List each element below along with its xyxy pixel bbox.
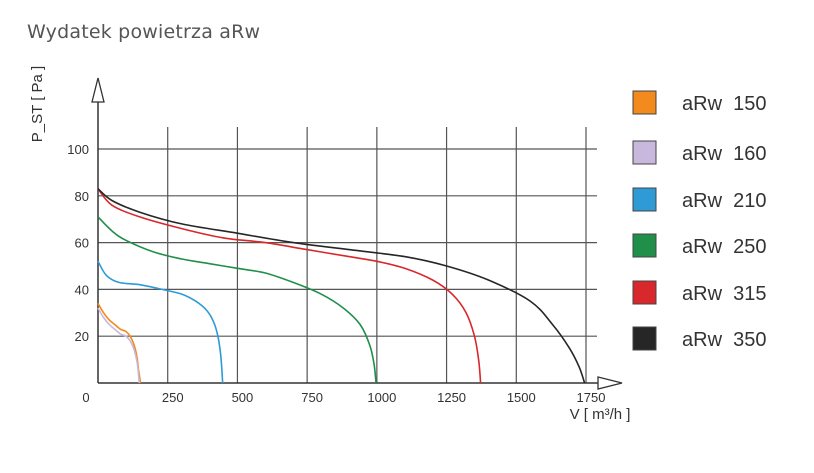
series-lines bbox=[97, 188, 586, 384]
legend-label-4: aRw 315 bbox=[682, 283, 767, 305]
x-tick-label: 250 bbox=[162, 390, 184, 405]
series-line-2 bbox=[97, 260, 224, 384]
series-line-4 bbox=[97, 188, 482, 384]
x-tick-label: 1500 bbox=[507, 390, 536, 405]
legend-swatch-2 bbox=[632, 187, 657, 212]
series-line-1 bbox=[97, 307, 141, 384]
y-axis-label: P_ST [ Pa ] bbox=[29, 66, 46, 142]
x-tick-label: 750 bbox=[301, 390, 323, 405]
series-line-3 bbox=[97, 216, 377, 384]
x-tick-label: 1750 bbox=[577, 390, 606, 405]
x-axis-arrow bbox=[597, 376, 623, 390]
y-tick-label: 100 bbox=[67, 142, 89, 157]
y-tick-label: 20 bbox=[75, 329, 89, 344]
grid bbox=[98, 127, 597, 383]
y-axis-arrow bbox=[91, 77, 105, 103]
y-tick-label: 40 bbox=[75, 282, 89, 297]
legend-swatch-1 bbox=[632, 140, 657, 165]
series-line-0 bbox=[97, 303, 142, 384]
page-title: Wydatek powietrza aRw bbox=[27, 21, 261, 43]
series-line-5 bbox=[97, 188, 586, 384]
legend: aRw 150 aRw 160 aRw 210 aRw 250 aRw 315 aRw 3… bbox=[632, 90, 767, 351]
legend-label-2: aRw 210 bbox=[682, 190, 767, 212]
tick-labels: 0 250 500 750 1000 1250 1500 1750 20 40 60 80 100 bbox=[67, 142, 605, 405]
legend-swatch-5 bbox=[632, 326, 657, 351]
legend-label-0: aRw 150 bbox=[682, 93, 767, 115]
legend-swatch-3 bbox=[632, 233, 657, 258]
x-tick-label: 500 bbox=[232, 390, 254, 405]
legend-swatch-0 bbox=[632, 90, 657, 115]
legend-swatch-4 bbox=[632, 280, 657, 305]
y-tick-label: 60 bbox=[75, 236, 89, 251]
x-axis-label: V [ m³/h ] bbox=[570, 406, 631, 423]
y-tick-label: 80 bbox=[75, 189, 89, 204]
x-tick-label: 1250 bbox=[437, 390, 466, 405]
x-tick-label: 1000 bbox=[367, 390, 396, 405]
legend-label-3: aRw 250 bbox=[682, 236, 767, 258]
axes bbox=[91, 77, 623, 390]
legend-label-5: aRw 350 bbox=[682, 329, 767, 351]
legend-label-1: aRw 160 bbox=[682, 143, 767, 165]
x-tick-label: 0 bbox=[82, 390, 89, 405]
